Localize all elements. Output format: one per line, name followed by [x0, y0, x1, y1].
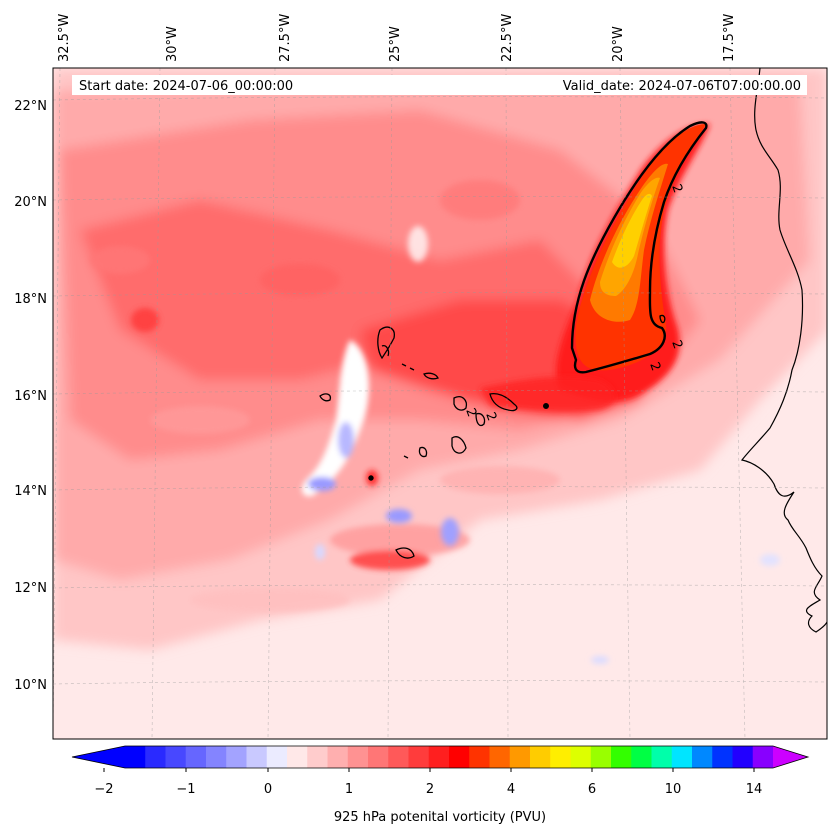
colorbar-swatch: [388, 746, 410, 768]
colorbar-under-arrow: [72, 746, 125, 768]
colorbar-swatch: [732, 746, 754, 768]
colorbar-swatch: [206, 746, 227, 768]
colorbar-tick-label: −2: [94, 782, 113, 797]
lat-label: 16°N: [14, 389, 47, 404]
coastline: [740, 68, 827, 633]
colorbar-tick-label: 1: [345, 782, 353, 797]
lon-label: 22.5°W: [500, 14, 515, 62]
colorbar-swatch: [368, 746, 389, 768]
colorbar-swatch: [287, 746, 308, 768]
colorbar-swatch: [327, 746, 349, 768]
graticule: [53, 68, 827, 739]
lon-label: 17.5°W: [722, 14, 737, 62]
colorbar-swatch: [692, 746, 713, 768]
colorbar-swatch: [651, 746, 673, 768]
header-box: [72, 75, 807, 95]
colorbar-tick-label: 0: [264, 782, 272, 797]
start-date-label: Start date: 2024-07-06_00:00:00: [79, 79, 293, 94]
colorbar-swatch: [570, 746, 592, 768]
colorbar-swatch: [347, 746, 369, 768]
lat-label: 14°N: [14, 484, 47, 499]
colorbar-swatch: [125, 746, 146, 768]
colorbar-tick-label: 6: [588, 782, 596, 797]
colorbar-swatch: [489, 746, 511, 768]
colorbar-swatch: [712, 746, 734, 768]
lon-label: 30°W: [165, 26, 180, 62]
lat-label: 10°N: [14, 678, 47, 693]
colorbar-swatch: [509, 746, 531, 768]
colorbar-tick-label: −1: [176, 782, 195, 797]
colorbar-swatch: [266, 746, 288, 768]
map-frame: [52, 67, 828, 740]
colorbar-swatch: [408, 746, 430, 768]
valid-date-label: Valid_date: 2024-07-06T07:00:00.00: [563, 79, 801, 94]
colorbar-outline: [71, 745, 810, 769]
lon-label: 27.5°W: [278, 14, 293, 62]
colorbar-tick-label: 10: [665, 782, 682, 797]
colorbar-swatch: [226, 746, 248, 768]
colorbar-over-arrow: [773, 746, 808, 768]
colorbar-swatch: [428, 746, 450, 768]
colorbar-swatch: [469, 746, 491, 768]
lat-label: 20°N: [14, 195, 47, 210]
colorbar-tick-label: 14: [746, 782, 763, 797]
colorbar-swatch: [550, 746, 572, 768]
colorbar-swatch: [752, 746, 774, 768]
colorbar-swatch: [165, 746, 187, 768]
colorbar-swatch: [185, 746, 207, 768]
colorbar-tick-label: 4: [507, 782, 515, 797]
colorbar-swatch: [449, 746, 470, 768]
lat-label: 18°N: [14, 292, 47, 307]
colorbar-swatch: [246, 746, 268, 768]
lon-label: 32.5°W: [57, 14, 72, 62]
colorbar-swatch: [590, 746, 612, 768]
lat-label: 12°N: [14, 581, 47, 596]
colorbar-swatch: [671, 746, 693, 768]
lat-label: 22°N: [14, 99, 47, 114]
pv-max-streak: [556, 123, 710, 402]
colorbar-swatch: [611, 746, 632, 768]
lon-label: 20°W: [611, 26, 626, 62]
colorbar-swatch: [145, 746, 167, 768]
colorbar-ticks: −2 −1 0 1 2 4 6 10 14: [94, 782, 762, 797]
colorbar-tick-label: 2: [426, 782, 434, 797]
latitude-labels: 22°N 20°N 18°N 16°N 14°N 12°N 10°N: [14, 99, 47, 693]
colorbar-swatch: [631, 746, 653, 768]
colorbar-swatch: [307, 746, 329, 768]
colorbar-title: 925 hPa potenital vorticity (PVU): [334, 810, 546, 825]
colorbar-swatch: [530, 746, 551, 768]
lon-label: 25°W: [388, 26, 403, 62]
colorbar: [71, 745, 810, 772]
pv-field: 2 2 2 2 2: [53, 68, 827, 739]
longitude-labels: 32.5°W 30°W 27.5°W 25°W 22.5°W 20°W 17.5…: [57, 14, 737, 62]
